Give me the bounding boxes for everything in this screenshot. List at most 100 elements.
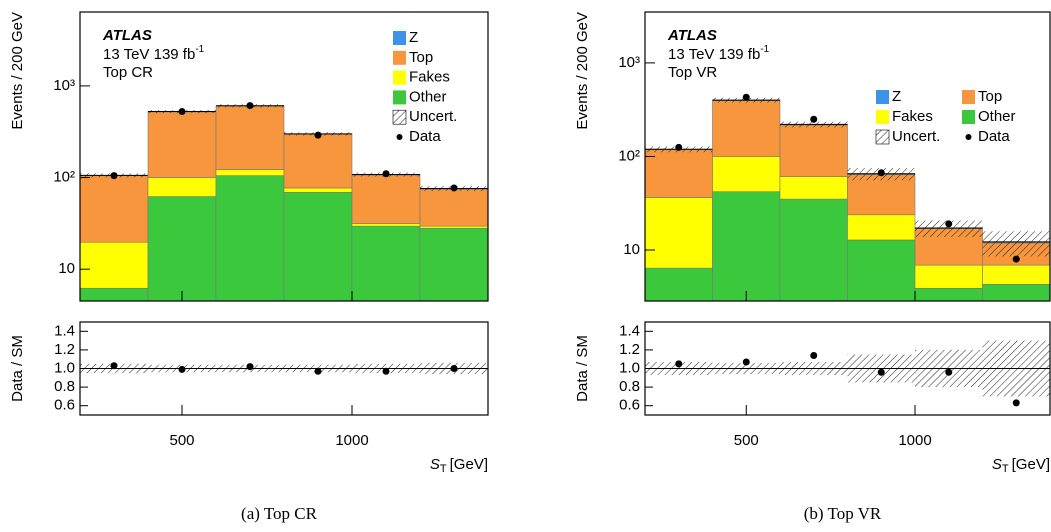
stack-segment [80, 175, 149, 243]
ratio-y-tick-label: 1.0 [619, 359, 640, 376]
stack-segment [645, 197, 713, 269]
ratio-point [810, 351, 818, 359]
stack-segment [147, 177, 217, 197]
legend-label: Fakes [892, 108, 933, 125]
ratio-y-tick-label: 1.0 [54, 359, 75, 376]
stack-segment [712, 156, 781, 192]
ratio-point [450, 365, 458, 372]
stack-segment [645, 149, 713, 198]
ratio-y-tick-label: 1.2 [54, 341, 75, 358]
legend-label: Z [409, 29, 418, 46]
ratio-y-tick-label: 0.8 [54, 378, 75, 395]
panel: 10 10² 10³ 0.6 0.8 1.01.2 1.4 500 1000 Events / 2… [9, 11, 489, 523]
legend-label: Other [409, 88, 447, 105]
uncertainty-band [982, 231, 1050, 257]
data-point [877, 169, 885, 177]
legend-label: Data [409, 128, 441, 145]
ratio-y-tick-label: 1.2 [619, 341, 640, 358]
stack-segment [215, 105, 285, 170]
ratio-point [945, 368, 953, 376]
legend-label: Other [978, 108, 1016, 125]
stack-segment [982, 283, 1050, 301]
ratio-point [675, 360, 683, 368]
main-plot [80, 102, 488, 301]
x-axis-symbol: S [430, 456, 440, 473]
x-tick-label: 500 [734, 432, 759, 449]
legend-swatch [392, 109, 407, 125]
legend-label: Top [978, 88, 1002, 105]
legend-marker [965, 134, 972, 140]
legend-swatch [876, 110, 889, 124]
data-point [945, 220, 953, 228]
ratio-point [1012, 399, 1020, 407]
ratio-y-axis-title: Data / SM [574, 335, 591, 402]
ratio-point [314, 367, 322, 375]
y-tick-label: 10³ [53, 77, 75, 94]
data-point [810, 115, 818, 123]
ratio-point [246, 363, 254, 371]
ratio-y-tick-label: 1.4 [619, 322, 640, 339]
stack-segment [215, 169, 285, 176]
legend-label: Uncert. [892, 128, 940, 145]
stack-segment [419, 227, 488, 301]
stack-segment [283, 192, 353, 301]
legend-swatch [393, 70, 406, 85]
x-tick-label: 1000 [335, 432, 368, 449]
stack-segment [419, 188, 488, 227]
stack-segment [80, 241, 149, 289]
data-point [178, 108, 186, 116]
legend-label: Data [978, 128, 1010, 145]
x-tick-label: 500 [169, 432, 194, 449]
ratio-y-tick-label: 0.6 [54, 397, 75, 414]
legend-label: Z [892, 88, 901, 105]
legend-label: Uncert. [409, 108, 457, 125]
stack-segment [147, 196, 217, 301]
caption: (b) Top VR [804, 504, 882, 523]
lumi-exponent: -1 [195, 44, 204, 55]
stack-segment [982, 264, 1050, 285]
region-label: Top VR [668, 64, 717, 81]
lumi-label: 13 TeV 139 fb-1 [103, 44, 205, 63]
legend-swatch [393, 31, 406, 45]
stack-segment [779, 124, 848, 177]
x-axis-subscript: T [440, 463, 447, 475]
ratio-point [742, 358, 750, 366]
region-label: Top CR [103, 64, 153, 81]
legend-marker [396, 134, 403, 140]
stack-segment [351, 174, 421, 224]
data-point [675, 143, 683, 151]
lumi-label: 13 TeV 139 fb-1 [668, 44, 770, 63]
stack-segment [351, 223, 421, 227]
ratio-point [110, 362, 118, 370]
ratio-point [178, 365, 186, 373]
stack-segment [215, 175, 285, 301]
ratio-point [877, 368, 885, 376]
data-point [246, 102, 254, 110]
lumi-text: 13 TeV 139 fb [668, 46, 760, 63]
frame [79, 11, 489, 302]
legend-swatch [393, 90, 406, 105]
x-axis-title: ST [GeV] [992, 456, 1050, 475]
legend-swatch [962, 110, 975, 124]
legend-swatch [876, 90, 889, 104]
data-point [314, 131, 322, 139]
stack-segment [645, 267, 713, 301]
data-point [742, 93, 750, 101]
y-tick-label: 10² [53, 169, 75, 186]
y-tick-label: 10³ [618, 54, 640, 71]
stack-segment [847, 214, 916, 241]
stack-segment [712, 191, 781, 301]
experiment-label: ATLAS [102, 27, 152, 44]
y-tick-label: 10² [618, 147, 640, 164]
legend-swatch [875, 129, 890, 145]
uncertainty-band [915, 220, 983, 238]
legend-swatch [393, 50, 406, 65]
data-point [110, 172, 118, 180]
panel: 10 10² 10³ 0.6 0.8 1.01.2 1.4 500 1000 Events / 2… [574, 11, 1051, 523]
stack-segment [914, 287, 983, 301]
legend-label: Fakes [409, 69, 450, 86]
stack-segment [147, 111, 217, 178]
x-axis-subscript: T [1002, 463, 1009, 475]
stack-segment [779, 198, 848, 301]
